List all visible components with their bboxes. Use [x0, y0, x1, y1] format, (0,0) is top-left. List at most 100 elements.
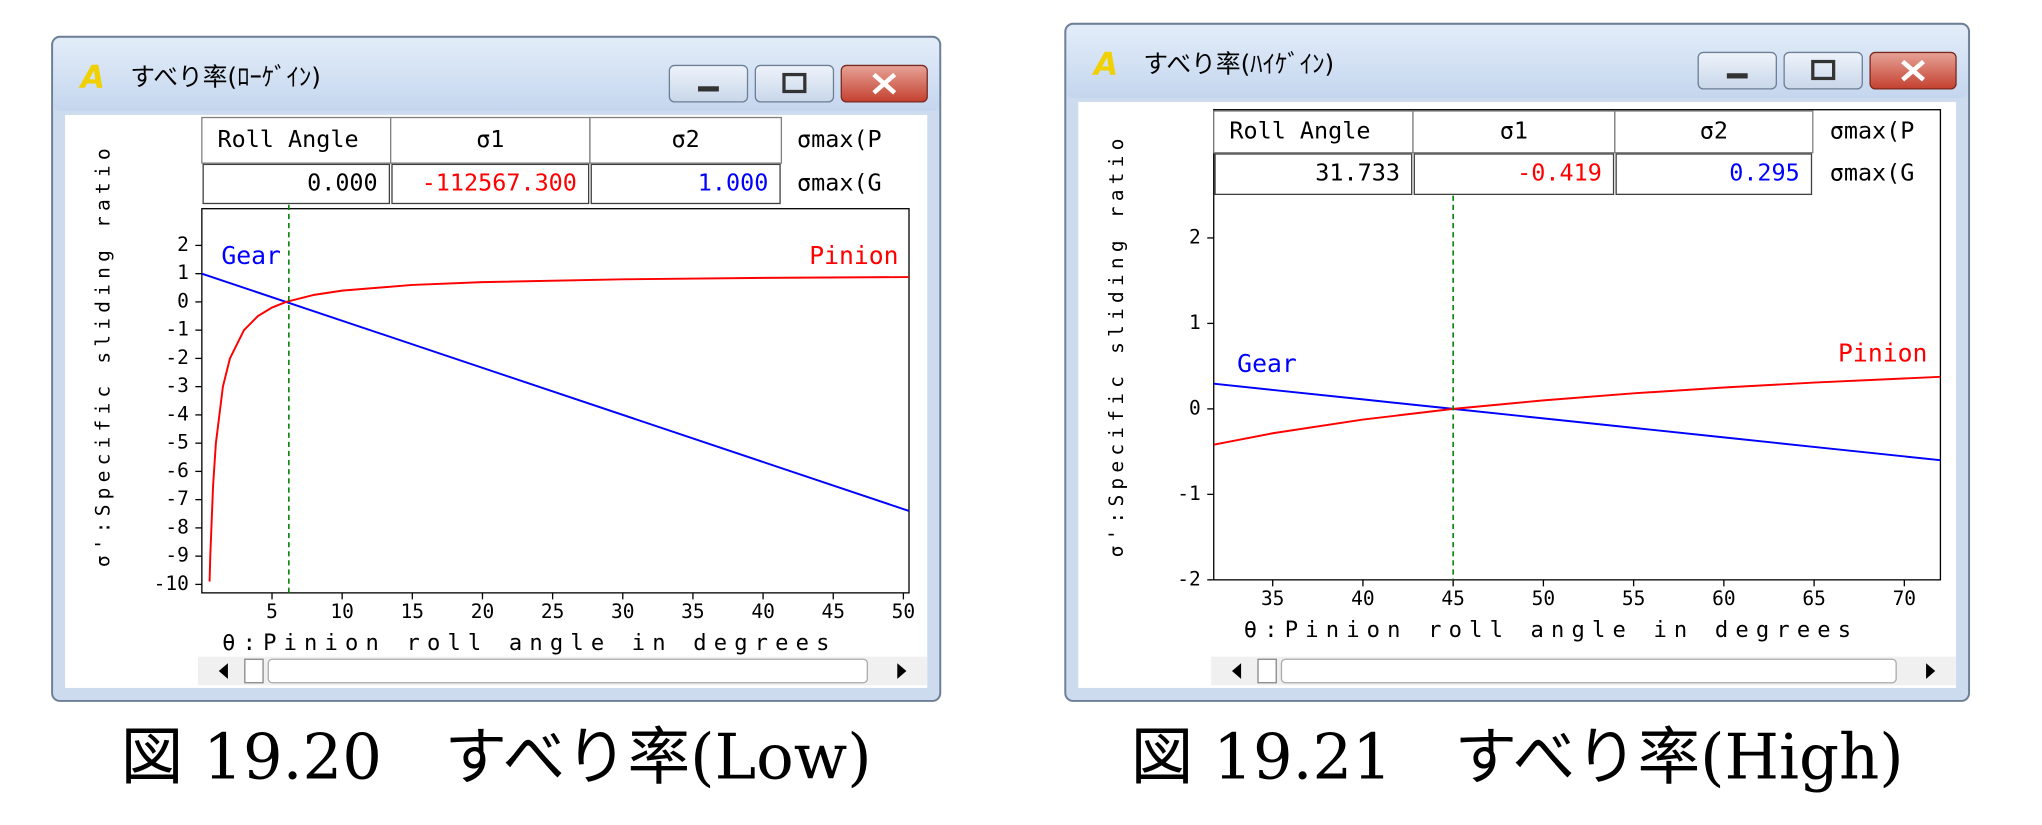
y-tick-label: -1: [165, 318, 189, 341]
y-tick-label: -5: [165, 431, 189, 454]
value-text: -0.419: [1517, 159, 1602, 187]
y-tick-label: -3: [165, 374, 189, 397]
series-line: [1213, 375, 1941, 446]
y-tick-label: 1: [1189, 311, 1201, 334]
header-text: σ2: [1700, 116, 1728, 144]
x-tick-label: 45: [821, 600, 845, 623]
maximize-button[interactable]: [754, 64, 835, 103]
window: A すべり率(ﾛｰｹﾞｲﾝ)210-1-2-3-4-5-6-7-8-9-105 10…: [51, 35, 942, 702]
x-tick-label: 40: [1351, 587, 1375, 610]
scroll-right[interactable]: [897, 663, 907, 679]
series-line: [208, 276, 910, 582]
value-text: 1.000: [698, 168, 769, 196]
side-label: σmax(G: [1830, 159, 1915, 187]
series-label: Gear: [1237, 349, 1297, 378]
scroll-track[interactable]: [267, 658, 868, 684]
y-tick-label: -6: [165, 459, 189, 482]
y-tick-label: -7: [165, 487, 189, 510]
maximize-icon: [1811, 59, 1836, 81]
x-tick-label: 20: [471, 600, 495, 623]
y-tick-label: -8: [165, 515, 189, 538]
y-tick-label: -4: [165, 402, 189, 425]
y-axis-label: σ':Specific sliding ratio: [1105, 133, 1128, 557]
minimize-icon: [698, 86, 719, 92]
x-tick-label: 70: [1893, 587, 1917, 610]
side-label: σmax(G: [797, 168, 882, 196]
header-cell: [589, 116, 783, 164]
x-tick-label: 55: [1622, 587, 1646, 610]
header-cell: [1412, 110, 1616, 154]
value-text: 0.295: [1729, 159, 1800, 187]
y-tick-label: -2: [165, 346, 189, 369]
y-tick-label: 2: [1189, 225, 1201, 248]
value-cell: [391, 163, 590, 205]
y-tick-label: -2: [1177, 567, 1201, 590]
value-cell: [1413, 153, 1615, 196]
header-text: Roll Angle: [217, 125, 358, 153]
minimize-button[interactable]: [1697, 51, 1777, 90]
minimize-icon: [1726, 73, 1748, 79]
x-tick-label: 30: [611, 600, 635, 623]
value-cell: [202, 163, 391, 205]
window-title: すべり率(ﾛｰｹﾞｲﾝ): [130, 62, 321, 91]
value-text: 0.000: [307, 168, 378, 196]
y-tick-label: 1: [177, 261, 189, 284]
side-label: σmax(P: [797, 125, 882, 153]
maximize-button[interactable]: [1783, 51, 1863, 90]
series-label: Pinion: [1838, 339, 1927, 368]
value-text: -112567.300: [422, 168, 577, 196]
header-text: σ1: [1500, 116, 1528, 144]
plot-area: [201, 208, 910, 594]
header-cell: [201, 116, 392, 164]
caption: 図 19.21 すべり率(High): [1131, 720, 1904, 793]
value-cell: [1615, 153, 1813, 196]
x-tick-label: 50: [1532, 587, 1556, 610]
y-tick-label: 2: [177, 233, 189, 256]
scroll-left[interactable]: [1231, 663, 1242, 679]
scroll-thumb[interactable]: [244, 658, 264, 684]
window: A すべり率(ﾊｲｹﾞｲﾝ) 2 1 0 -1 -2 35 40 45 50 55 60 65 70 θ:Pi…: [1064, 22, 1971, 702]
x-tick-label: 50: [892, 600, 916, 623]
x-tick-label: 10: [330, 600, 354, 623]
x-tick-label: 35: [1261, 587, 1285, 610]
scroll-track[interactable]: [1280, 658, 1897, 684]
x-tick-label: 40: [751, 600, 775, 623]
header-text: σ2: [672, 125, 700, 153]
x-tick-label: 25: [541, 600, 565, 623]
side-label: σmax(P: [1830, 116, 1915, 144]
x-tick-label: 35: [681, 600, 705, 623]
y-axis-label: σ':Specific sliding ratio: [92, 143, 115, 567]
series-line: [1213, 382, 1941, 462]
x-axis-label: θ:Pinion roll angle in degrees: [222, 630, 837, 656]
scroll-right[interactable]: [1926, 663, 1936, 679]
value-cell: [1214, 153, 1413, 196]
header-text: σ1: [476, 125, 504, 153]
header-cell: [1614, 110, 1814, 154]
x-tick-label: 65: [1802, 587, 1826, 610]
close-icon: [872, 72, 897, 95]
scroll-left[interactable]: [218, 663, 228, 679]
y-tick-label: -10: [154, 572, 189, 595]
series-label: Pinion: [809, 241, 898, 270]
y-tick-label: -9: [165, 544, 189, 567]
window-title: すべり率(ﾊｲｹﾞｲﾝ): [1143, 49, 1334, 78]
caption: 図 19.20 すべり率(Low): [121, 720, 872, 793]
scroll-thumb[interactable]: [1257, 658, 1277, 684]
app-icon: A: [1091, 46, 1118, 82]
header-text: Roll Angle: [1229, 116, 1370, 144]
close-icon: [1901, 59, 1925, 82]
maximize-icon: [782, 72, 807, 94]
x-tick-label: 45: [1441, 587, 1465, 610]
value-text: 31.733: [1315, 159, 1400, 187]
minimize-button[interactable]: [668, 64, 749, 103]
series-label: Gear: [221, 241, 281, 270]
x-axis-label: θ:Pinion roll angle in degrees: [1244, 617, 1859, 643]
x-tick-label: 15: [401, 600, 425, 623]
y-tick-label: -1: [1177, 482, 1201, 505]
x-tick-label: 5: [266, 600, 278, 623]
y-tick-label: 0: [177, 289, 189, 312]
app-icon: A: [78, 59, 105, 95]
value-cell: [590, 163, 781, 205]
